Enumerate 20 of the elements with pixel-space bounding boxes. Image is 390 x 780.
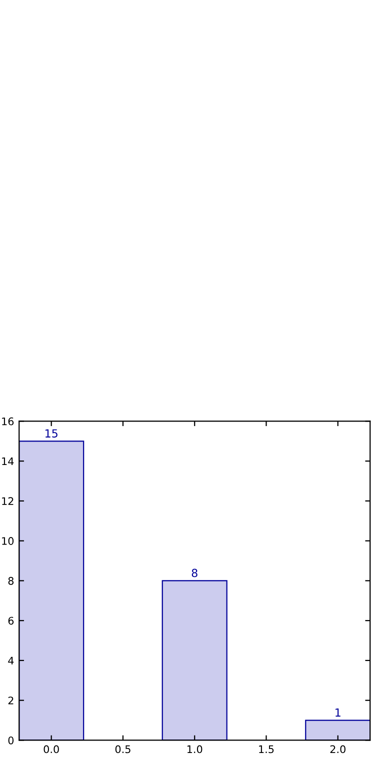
data-label: 15	[45, 429, 58, 438]
bar	[305, 720, 370, 740]
y-tick-label: 2	[8, 696, 14, 704]
y-tick-label: 14	[2, 457, 14, 466]
data-label: 8	[192, 568, 198, 578]
x-tick-label: 1.0	[187, 745, 202, 754]
y-tick-label: 8	[8, 576, 14, 585]
x-tick-label: 1.5	[259, 745, 274, 754]
data-label: 1	[336, 708, 340, 717]
y-tick-label: 10	[2, 537, 14, 545]
bar	[19, 440, 84, 740]
y-tick-label: 16	[2, 417, 14, 426]
x-tick-label: 2.0	[330, 745, 346, 754]
y-tick-label: 4	[8, 656, 14, 664]
y-tick-label: 12	[2, 497, 14, 505]
x-tick-label: 0.5	[115, 745, 130, 754]
y-tick-label: 6	[8, 616, 14, 625]
bar	[162, 580, 228, 740]
x-tick-label: 0.0	[44, 745, 59, 754]
y-tick-label: 0	[8, 736, 14, 744]
